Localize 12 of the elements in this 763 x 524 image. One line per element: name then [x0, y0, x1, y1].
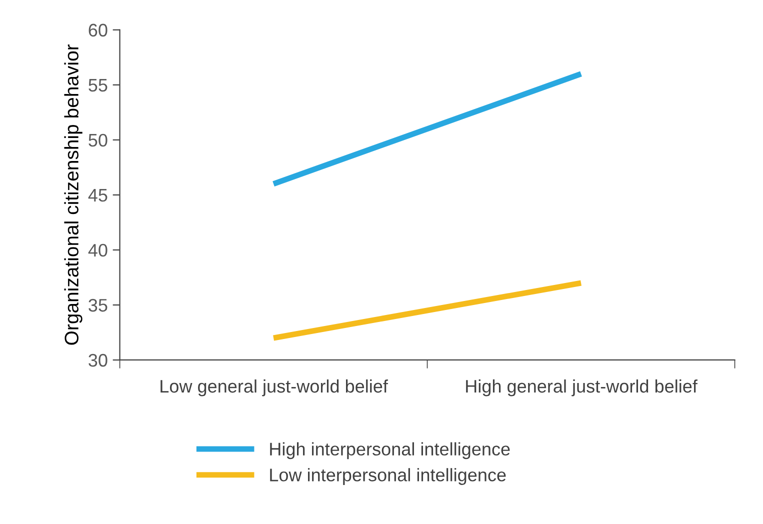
y-axis-title: Organizational citizenship behavior [64, 44, 82, 345]
y-tick-label: 45 [88, 189, 108, 202]
x-tick-label: High general just-world belief [466, 379, 698, 396]
y-tick-label: 50 [88, 134, 108, 147]
legend-label: Low interpersonal intelligence [270, 468, 506, 485]
legend-label: High interpersonal intelligence [270, 442, 510, 460]
y-tick-label: 35 [88, 298, 108, 312]
y-tick-label: 55 [88, 79, 108, 92]
x-tick-label: Low general just-world belief [160, 379, 388, 396]
y-tick-label: 30 [88, 354, 108, 367]
y-tick-label: 60 [88, 24, 108, 37]
y-tick-label: 40 [88, 244, 108, 257]
